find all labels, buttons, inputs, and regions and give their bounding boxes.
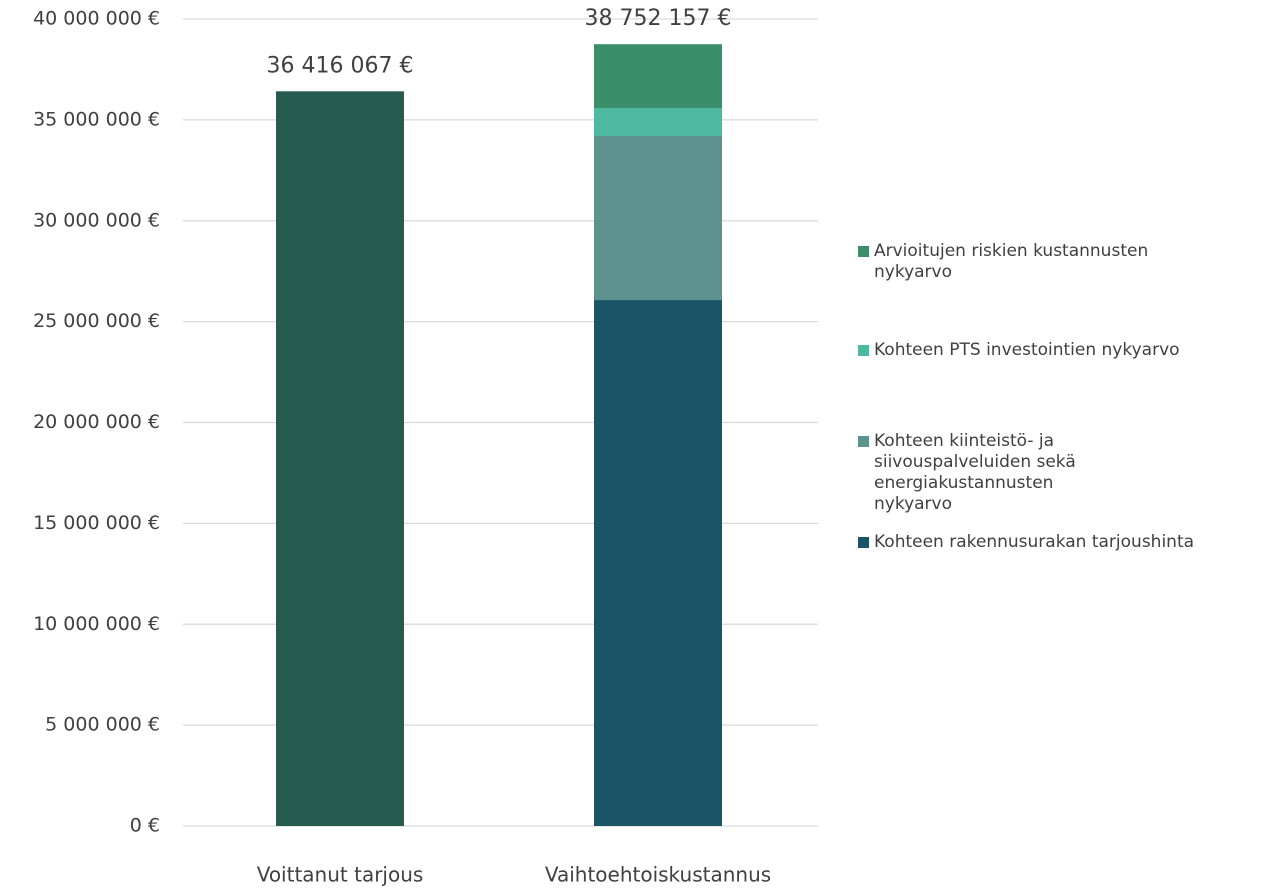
bar-segment <box>594 107 722 137</box>
y-tick-label: 5 000 000 € <box>45 714 160 736</box>
x-tick-label: Voittanut tarjous <box>257 863 424 887</box>
legend-item: Kohteen kiinteistö- ja siivouspalveluide… <box>858 431 1104 515</box>
legend-label: Kohteen PTS investointien nykyarvo <box>874 340 1180 360</box>
y-tick-label: 30 000 000 € <box>33 209 160 231</box>
legend-swatch <box>858 537 869 548</box>
bar-segment <box>594 44 722 108</box>
legend-item: Kohteen PTS investointien nykyarvo <box>858 340 1265 361</box>
legend-label: Kohteen rakennusurakan tarjoushinta <box>874 532 1195 552</box>
total-label: 38 752 157 € <box>585 6 732 31</box>
bar-segment <box>594 136 722 301</box>
y-tick-label: 0 € <box>130 815 160 837</box>
bar-segment <box>594 300 722 827</box>
y-tick-label: 15 000 000 € <box>33 512 160 534</box>
y-tick-label: 20 000 000 € <box>33 411 160 433</box>
legend-item: Kohteen rakennusurakan tarjoushinta <box>858 532 1265 553</box>
legend-label: Arvioitujen riskien kustannusten nykyarv… <box>874 241 1149 282</box>
y-tick-label: 35 000 000 € <box>33 108 160 130</box>
legend-swatch <box>858 246 869 257</box>
y-tick-label: 40 000 000 € <box>33 8 160 30</box>
x-tick-label: Vaihtoehtoiskustannus <box>545 863 771 887</box>
legend-label: Kohteen kiinteistö- ja siivouspalveluide… <box>874 431 1076 514</box>
bar-segment <box>276 91 404 826</box>
legend-swatch <box>858 345 869 356</box>
legend-swatch <box>858 436 869 447</box>
y-tick-label: 10 000 000 € <box>33 613 160 635</box>
legend-item: Arvioitujen riskien kustannusten nykyarv… <box>858 241 1204 283</box>
y-tick-label: 25 000 000 € <box>33 310 160 332</box>
total-label: 36 416 067 € <box>267 53 414 78</box>
